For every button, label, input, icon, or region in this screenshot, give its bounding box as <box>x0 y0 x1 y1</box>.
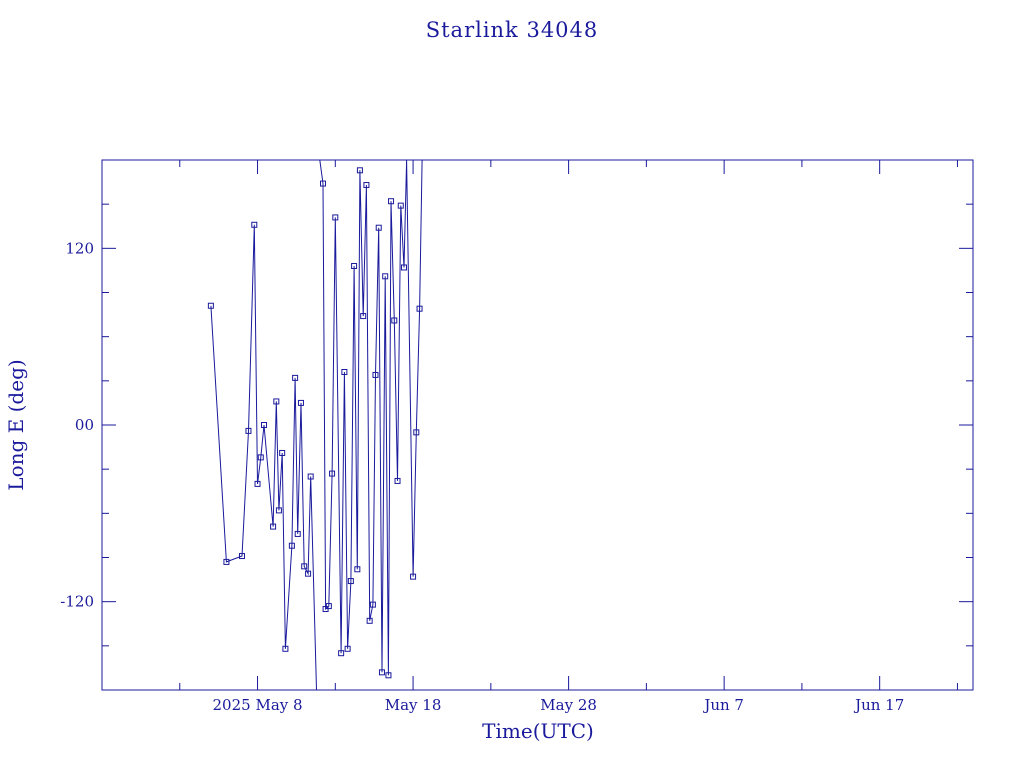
data-point <box>329 470 336 477</box>
y-tick-label: 120 <box>65 239 94 257</box>
x-tick-label: May 28 <box>540 696 597 714</box>
data-point <box>369 601 376 608</box>
data-point <box>413 429 420 436</box>
plot-frame <box>101 159 974 691</box>
data-point <box>273 398 280 405</box>
data-point <box>341 369 348 375</box>
data-point <box>288 542 295 549</box>
data-point <box>363 182 370 189</box>
data-point <box>388 198 395 205</box>
data-point <box>366 617 373 624</box>
series-1 <box>319 160 423 679</box>
data-point <box>275 507 282 514</box>
data-point <box>332 214 339 221</box>
y-tick-label: 00 <box>75 416 94 434</box>
x-axis-title: Time(UTC) <box>482 719 594 743</box>
data-point <box>385 672 392 679</box>
axis-tick-labels: -120 00 120 2025 May 8 May 18 May 28 Jun 7 Jun … <box>60 239 904 714</box>
chart-title: Starlink 34048 <box>426 18 599 42</box>
data-point <box>254 480 261 487</box>
x-tick-label: 2025 May 8 <box>213 696 303 714</box>
data-point <box>305 570 312 577</box>
data-point <box>391 317 398 324</box>
data-point <box>410 573 417 580</box>
data-point <box>257 454 264 461</box>
data-point <box>270 523 277 530</box>
axis-ticks <box>102 160 973 690</box>
data-point <box>360 313 367 320</box>
series-layer <box>207 160 423 690</box>
series-0 <box>207 221 317 690</box>
data-point <box>382 273 389 280</box>
data-point <box>372 371 379 378</box>
data-point <box>378 669 385 676</box>
x-tick-label: Jun 17 <box>853 696 904 714</box>
data-point <box>301 563 308 570</box>
data-point <box>238 553 245 560</box>
x-tick-label: Jun 7 <box>702 696 744 714</box>
plot-border <box>101 159 974 691</box>
y-axis-title: Long E (deg) <box>4 359 28 490</box>
data-point <box>347 578 354 585</box>
data-point <box>319 180 326 187</box>
data-point <box>297 399 304 406</box>
data-point <box>338 650 345 657</box>
data-point <box>351 263 358 269</box>
data-point <box>307 473 314 480</box>
data-point <box>294 530 301 537</box>
data-point <box>325 603 332 610</box>
y-tick-label: -120 <box>60 593 94 611</box>
data-point <box>354 566 361 573</box>
data-point <box>416 305 423 312</box>
data-point <box>397 202 404 209</box>
data-point <box>261 422 268 428</box>
data-point <box>251 221 258 228</box>
data-point <box>279 449 286 456</box>
data-point <box>223 558 230 565</box>
data-point <box>356 167 363 174</box>
series-line <box>210 224 317 690</box>
data-point <box>282 645 289 652</box>
data-point <box>344 645 351 652</box>
data-point <box>394 477 401 484</box>
data-point <box>207 302 214 309</box>
data-point <box>292 374 299 381</box>
data-point <box>245 427 252 434</box>
series-line <box>319 160 423 676</box>
data-point <box>400 264 407 271</box>
data-point <box>375 224 382 231</box>
x-tick-label: May 18 <box>385 696 442 714</box>
